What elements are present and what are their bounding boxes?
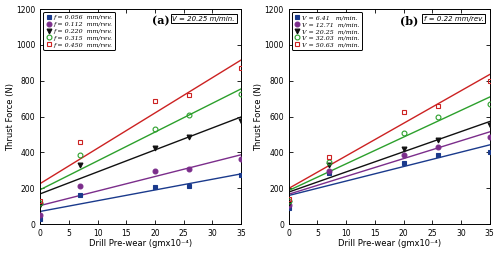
X-axis label: Drill Pre-wear (gmx10⁻⁴): Drill Pre-wear (gmx10⁻⁴): [338, 240, 440, 248]
Text: V = 20.25 m/min.: V = 20.25 m/min.: [172, 15, 235, 22]
Legend: V = 6.41   m/min., V = 12.71  m/min., V = 20.25  m/min., V = 32.03  m/min., V = : V = 6.41 m/min., V = 12.71 m/min., V = 2…: [292, 12, 362, 50]
Text: (a): (a): [152, 15, 170, 26]
Y-axis label: Thrust Force (N): Thrust Force (N): [254, 83, 263, 151]
X-axis label: Drill Pre-wear (gmx10⁻⁴): Drill Pre-wear (gmx10⁻⁴): [89, 240, 192, 248]
Text: (b): (b): [400, 15, 418, 26]
Y-axis label: Thrust Force (N): Thrust Force (N): [6, 83, 15, 151]
Text: f = 0.22 mm/rev.: f = 0.22 mm/rev.: [424, 15, 484, 22]
Legend: f = 0.056  mm/rev., f = 0.112  mm/rev., f = 0.220  mm/rev., f = 0.315  mm/rev., : f = 0.056 mm/rev., f = 0.112 mm/rev., f …: [44, 12, 115, 50]
